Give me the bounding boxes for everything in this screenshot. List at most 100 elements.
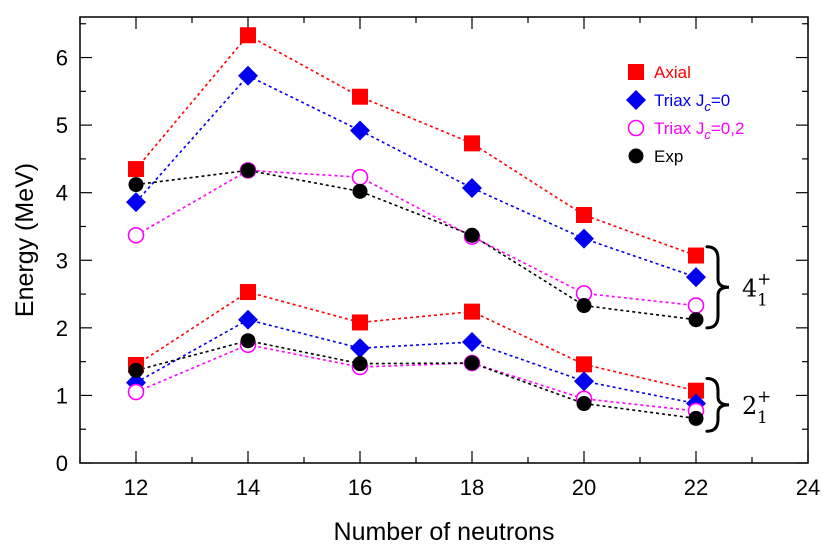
data-point xyxy=(240,27,256,44)
data-point xyxy=(688,410,704,426)
series-line xyxy=(135,291,697,392)
series-line xyxy=(135,318,697,405)
y-tick-label: 2 xyxy=(56,316,68,341)
x-tick-label: 16 xyxy=(348,475,372,500)
data-point xyxy=(576,298,592,314)
legend-marker xyxy=(628,148,644,164)
data-point xyxy=(351,168,369,186)
series-41-triax-jc-0-2 xyxy=(135,169,697,307)
legend-label: Exp xyxy=(654,147,683,166)
legend-subscript: c xyxy=(704,127,711,142)
state-label-sup: + xyxy=(757,387,771,407)
legend-subscript: c xyxy=(704,99,711,114)
data-point xyxy=(352,183,368,199)
series-41-axial xyxy=(135,34,697,257)
brace xyxy=(705,245,730,330)
series-markers xyxy=(128,333,704,426)
data-point xyxy=(238,309,258,330)
series-markers xyxy=(128,162,704,328)
data-point xyxy=(128,161,144,178)
series-markers xyxy=(128,284,704,399)
data-point xyxy=(350,120,370,141)
data-point xyxy=(462,332,482,353)
x-tick-label: 24 xyxy=(796,475,820,500)
data-point xyxy=(464,355,480,371)
x-tick-label: 22 xyxy=(684,475,708,500)
annotation-21: 2 +1 xyxy=(705,377,771,433)
data-point xyxy=(240,284,256,301)
legend-suffix: =0,2 xyxy=(711,119,745,138)
data-point xyxy=(687,297,705,314)
brace xyxy=(705,377,730,433)
data-point xyxy=(238,65,258,86)
series-line xyxy=(135,34,697,257)
data-point xyxy=(240,162,256,178)
y-tick-label: 6 xyxy=(56,46,68,71)
x-tick-label: 20 xyxy=(572,475,596,500)
x-tick-label: 18 xyxy=(460,475,484,500)
y-tick-labels: 0 1 2 3 4 5 6 xyxy=(56,46,68,476)
series-markers xyxy=(128,27,704,264)
data-point xyxy=(464,303,480,320)
series-41-triax-jc-0 xyxy=(135,74,697,278)
y-tick-label: 3 xyxy=(56,248,68,273)
x-axis-title: Number of neutrons xyxy=(334,518,555,546)
state-label: 2 xyxy=(742,392,757,420)
legend-label: Triax J xyxy=(654,91,704,110)
data-point xyxy=(352,356,368,372)
legend-entry: Triax Jc=0,2 xyxy=(654,119,744,142)
data-point xyxy=(350,338,370,359)
series-markers xyxy=(126,309,706,414)
legend-label: Axial xyxy=(654,63,691,82)
annotation-41: 4 +1 xyxy=(705,245,771,330)
series-markers xyxy=(126,65,706,288)
state-annotations: 4 +12 +1 xyxy=(705,245,771,433)
series-line xyxy=(135,74,697,278)
series-line xyxy=(135,343,697,412)
data-point xyxy=(240,333,256,349)
data-point xyxy=(128,362,144,378)
data-point xyxy=(574,371,594,392)
legend-entry: Triax Jc=0 xyxy=(654,91,730,114)
data-point xyxy=(688,247,704,264)
series-21-triax-jc-0-2 xyxy=(135,343,697,412)
series-line xyxy=(135,169,697,307)
state-label-sub: 1 xyxy=(757,408,768,428)
series-21-axial xyxy=(135,291,697,392)
legend-marker xyxy=(626,90,646,110)
data-point xyxy=(464,135,480,152)
plot-frame xyxy=(79,16,809,464)
data-point xyxy=(464,227,480,243)
data-point xyxy=(126,192,146,213)
state-label: 4 xyxy=(742,274,757,302)
series-markers xyxy=(127,336,705,420)
data-point xyxy=(686,267,706,288)
data-point xyxy=(127,226,145,244)
data-point xyxy=(127,383,145,401)
legend-marker xyxy=(628,64,644,80)
y-tick-label: 1 xyxy=(56,383,68,408)
x-tick-label: 14 xyxy=(236,475,260,500)
legend-marker xyxy=(627,119,645,137)
y-tick-label: 0 xyxy=(56,451,68,476)
data-point xyxy=(128,177,144,193)
y-tick-label: 5 xyxy=(56,113,68,138)
data-point xyxy=(576,396,592,412)
y-axis-title: Energy (MeV) xyxy=(11,163,39,317)
data-point xyxy=(688,382,704,399)
data-point xyxy=(576,206,592,223)
legend-entry: Exp xyxy=(654,147,683,166)
legend-label: Triax J xyxy=(654,119,704,138)
data-point xyxy=(688,312,704,328)
data-point xyxy=(576,356,592,373)
series-markers xyxy=(127,162,705,314)
x-tick-labels: 12 14 16 18 20 22 24 xyxy=(124,475,820,500)
legend-suffix: =0 xyxy=(711,91,730,110)
y-tick-label: 4 xyxy=(56,181,68,206)
state-label-sup: + xyxy=(757,269,771,289)
state-label-sub: 1 xyxy=(757,290,768,310)
data-point xyxy=(574,228,594,249)
series-layer xyxy=(126,27,706,426)
